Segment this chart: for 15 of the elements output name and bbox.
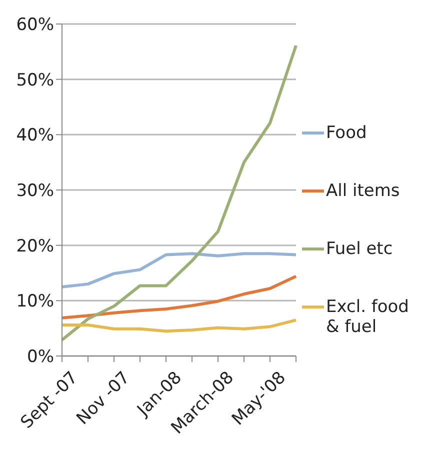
y-tick-label: 40%	[16, 126, 54, 146]
line-series	[60, 44, 298, 342]
y-tick-label: 50%	[16, 70, 54, 90]
y-tick-label: 30%	[16, 181, 54, 202]
line-series	[60, 274, 298, 320]
line-series	[60, 318, 298, 333]
y-tick-label: 60%	[16, 15, 54, 36]
legend-label: Excl. food & fuel	[326, 296, 410, 336]
line-series	[60, 252, 298, 288]
y-tick-label: 0%	[27, 347, 54, 368]
legend-label: All items	[326, 180, 400, 200]
y-tick-label: 20%	[16, 236, 54, 256]
legend-label: Food	[326, 122, 367, 142]
y-tick-label: 10%	[16, 292, 54, 312]
legend-label: Fuel etc	[326, 238, 393, 258]
